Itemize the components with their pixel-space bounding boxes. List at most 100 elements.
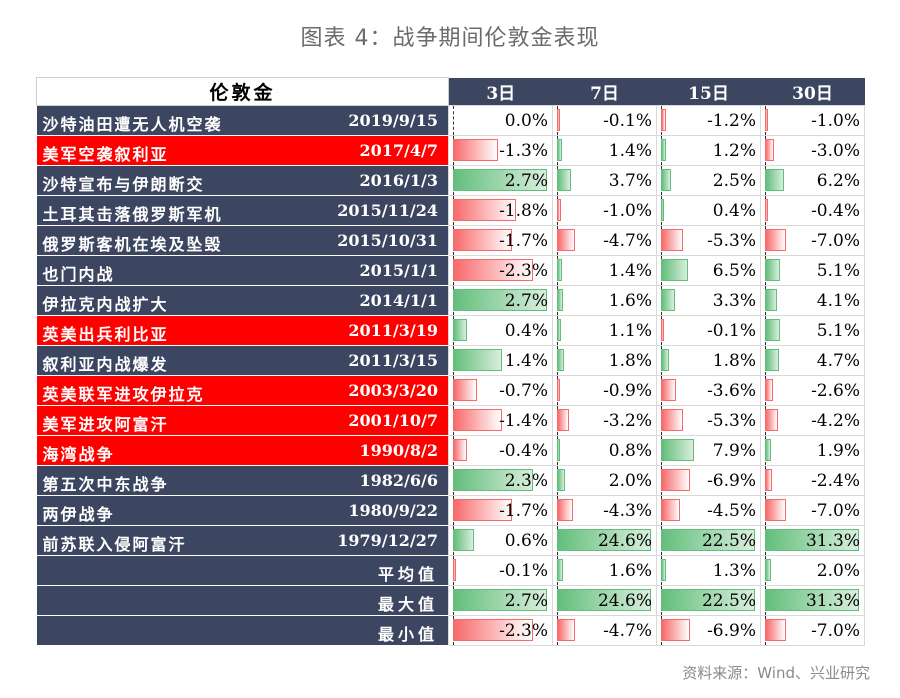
value-cell: 0.4% xyxy=(448,315,553,346)
value-cell: 4.7% xyxy=(760,345,865,376)
positive-bar xyxy=(765,319,781,341)
table-row: 也门内战 2015/1/1 -2.3% 1.4% 6.5% 5.1% xyxy=(36,255,865,286)
value-label: 2.7% xyxy=(504,171,548,191)
value-label: -5.3% xyxy=(707,411,756,431)
value-cell: 2.5% xyxy=(656,165,761,196)
value-label: 0.8% xyxy=(608,441,652,461)
column-header: 15日 xyxy=(656,77,761,106)
event-name: 也门内战 xyxy=(42,265,115,284)
table-row: 第五次中东战争 1982/6/6 2.3% 2.0% -6.9% -2.4% xyxy=(36,465,865,496)
value-cell: 1.2% xyxy=(656,135,761,166)
event-cell: 美军空袭叙利亚 2017/4/7 xyxy=(36,135,449,166)
event-date: 2003/3/20 xyxy=(348,381,438,400)
value-label: 4.1% xyxy=(816,291,860,311)
value-label: -4.7% xyxy=(603,621,652,641)
value-cell: 1.6% xyxy=(552,555,657,586)
value-cell: 0.0% xyxy=(448,105,553,136)
value-label: 1.9% xyxy=(816,441,860,461)
value-label: -0.1% xyxy=(707,321,756,341)
value-label: 0.4% xyxy=(712,201,756,221)
table-row: 沙特宣布与伊朗断交 2016/1/3 2.7% 3.7% 2.5% 6.2% xyxy=(36,165,865,196)
event-name: 沙特油田遭无人机空袭 xyxy=(42,115,223,134)
column-header: 7日 xyxy=(552,77,657,106)
value-label: -0.1% xyxy=(603,111,652,131)
value-cell: -4.7% xyxy=(552,615,657,646)
event-cell: 英美出兵利比亚 2011/3/19 xyxy=(36,315,449,346)
value-label: -6.9% xyxy=(707,471,756,491)
value-label: 1.8% xyxy=(608,351,652,371)
value-cell: 1.8% xyxy=(552,345,657,376)
negative-bar xyxy=(453,499,513,521)
value-cell: -4.7% xyxy=(552,225,657,256)
value-cell: -1.0% xyxy=(552,195,657,226)
value-cell: -5.3% xyxy=(656,225,761,256)
value-cell: -7.0% xyxy=(760,225,865,256)
value-label: 0.4% xyxy=(504,321,548,341)
event-name: 海湾战争 xyxy=(42,445,115,464)
value-cell: 22.5% xyxy=(656,585,761,616)
event-cell: 也门内战 2015/1/1 xyxy=(36,255,449,286)
value-cell: 22.5% xyxy=(656,525,761,556)
table-row: 土耳其击落俄罗斯军机 2015/11/24 -1.8% -1.0% 0.4% -0.4% xyxy=(36,195,865,226)
stat-cell: 最小值 xyxy=(36,615,449,646)
value-cell: 1.8% xyxy=(656,345,761,376)
value-cell: 6.2% xyxy=(760,165,865,196)
positive-bar xyxy=(557,589,651,611)
positive-bar xyxy=(661,529,755,551)
value-label: -5.3% xyxy=(707,231,756,251)
value-label: -1.7% xyxy=(499,501,548,521)
event-name: 英美联军进攻伊拉克 xyxy=(42,385,205,404)
value-cell: 31.3% xyxy=(760,585,865,616)
negative-bar xyxy=(661,619,690,641)
negative-bar xyxy=(557,409,570,431)
value-cell: 4.1% xyxy=(760,285,865,316)
value-cell: 0.8% xyxy=(552,435,657,466)
value-label: -0.4% xyxy=(499,441,548,461)
negative-bar xyxy=(557,199,561,221)
positive-bar xyxy=(765,589,859,611)
value-cell: -4.2% xyxy=(760,405,865,436)
value-cell: 6.5% xyxy=(656,255,761,286)
table-row: 俄罗斯客机在埃及坠毁 2015/10/31 -1.7% -4.7% -5.3% -7.0% xyxy=(36,225,865,256)
negative-bar xyxy=(453,199,516,221)
value-label: 5.1% xyxy=(816,261,860,281)
positive-bar xyxy=(661,169,672,191)
value-label: -1.7% xyxy=(499,231,548,251)
value-cell: -0.4% xyxy=(448,435,553,466)
table-row: 英美出兵利比亚 2011/3/19 0.4% 1.1% -0.1% 5.1% xyxy=(36,315,865,346)
negative-bar xyxy=(765,379,773,401)
value-cell: -0.1% xyxy=(656,315,761,346)
value-label: -1.8% xyxy=(499,201,548,221)
value-label: -4.7% xyxy=(603,231,652,251)
value-cell: -2.3% xyxy=(448,615,553,646)
event-date: 1979/12/27 xyxy=(337,531,438,550)
positive-bar xyxy=(661,589,755,611)
value-cell: 1.3% xyxy=(656,555,761,586)
positive-bar xyxy=(661,289,675,311)
negative-bar xyxy=(765,499,787,521)
value-label: 2.0% xyxy=(816,561,860,581)
value-label: 22.5% xyxy=(701,591,756,611)
event-cell: 俄罗斯客机在埃及坠毁 2015/10/31 xyxy=(36,225,449,256)
value-label: 31.3% xyxy=(805,591,860,611)
event-date: 2015/11/24 xyxy=(337,201,438,220)
value-cell: -1.2% xyxy=(656,105,761,136)
event-date: 1982/6/6 xyxy=(359,471,438,490)
value-label: -2.6% xyxy=(811,381,860,401)
value-cell: -4.3% xyxy=(552,495,657,526)
positive-bar xyxy=(765,439,771,461)
value-cell: 1.1% xyxy=(552,315,657,346)
source-note: 资料来源：Wind、兴业研究 xyxy=(682,664,870,682)
value-cell: -7.0% xyxy=(760,495,865,526)
value-label: -1.0% xyxy=(811,111,860,131)
positive-bar xyxy=(453,289,547,311)
stat-cell: 最大值 xyxy=(36,585,449,616)
value-label: 0.0% xyxy=(504,111,548,131)
value-cell: -2.4% xyxy=(760,465,865,496)
negative-bar xyxy=(453,439,467,461)
table-row: 伊拉克内战扩大 2014/1/1 2.7% 1.6% 3.3% 4.1% xyxy=(36,285,865,316)
negative-bar xyxy=(765,139,774,161)
event-date: 2019/9/15 xyxy=(348,111,438,130)
value-cell: 0.6% xyxy=(448,525,553,556)
event-cell: 伊拉克内战扩大 2014/1/1 xyxy=(36,285,449,316)
